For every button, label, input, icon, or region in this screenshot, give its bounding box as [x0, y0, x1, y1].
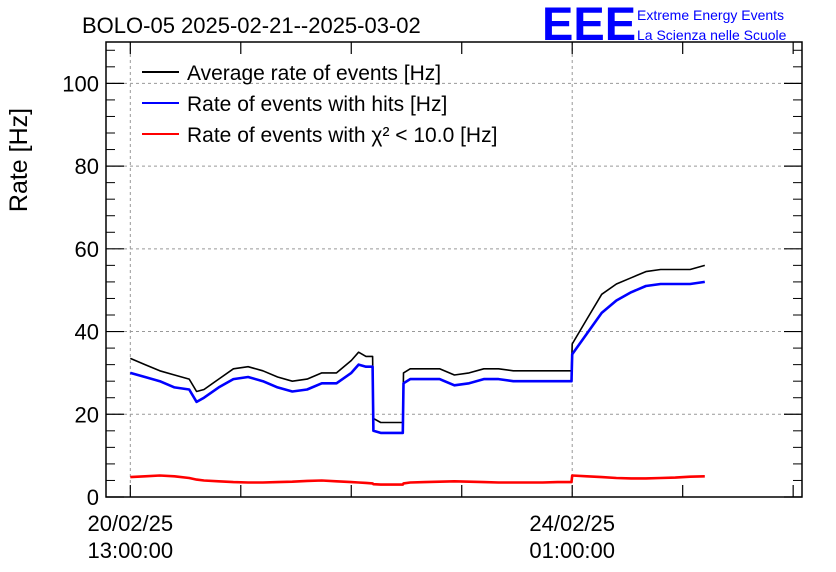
series-layer: [129, 264, 706, 486]
y-tick-label: 0: [87, 485, 99, 510]
grid-lines: [106, 42, 802, 497]
plot-frame: [105, 41, 803, 498]
legend: Average rate of events [Hz] Rate of event…: [142, 62, 497, 147]
series-line-2: [130, 474, 705, 486]
y-axis-label: Rate [Hz]: [5, 108, 33, 212]
x-tick-label-time: 01:00:00: [529, 538, 615, 563]
legend-label-1: Rate of events with hits [Hz]: [187, 93, 447, 116]
series-line-0: [129, 264, 706, 424]
legend-label-0: Average rate of events [Hz]: [187, 62, 441, 85]
eee-logo-line2: La Scienza nelle Scuole: [637, 27, 787, 43]
x-tick-label-time: 13:00:00: [87, 538, 173, 563]
y-tick-label: 40: [75, 320, 99, 345]
y-tick-label: 100: [62, 71, 99, 96]
eee-logo-line1: Extreme Energy Events: [637, 7, 784, 23]
y-tick-label: 80: [75, 154, 99, 179]
legend-label-2: Rate of events with χ² < 10.0 [Hz]: [187, 124, 497, 147]
x-tick-label-date: 24/02/25: [529, 511, 615, 536]
x-tick-label-date: 20/02/25: [87, 511, 173, 536]
y-tick-label: 60: [75, 237, 99, 262]
series-line-1: [129, 280, 705, 435]
y-tick-label: 20: [75, 402, 99, 427]
eee-logo: EEE Extreme Energy Events La Scienza nel…: [542, 0, 787, 50]
chart-title: BOLO-05 2025-02-21--2025-03-02: [82, 13, 421, 38]
